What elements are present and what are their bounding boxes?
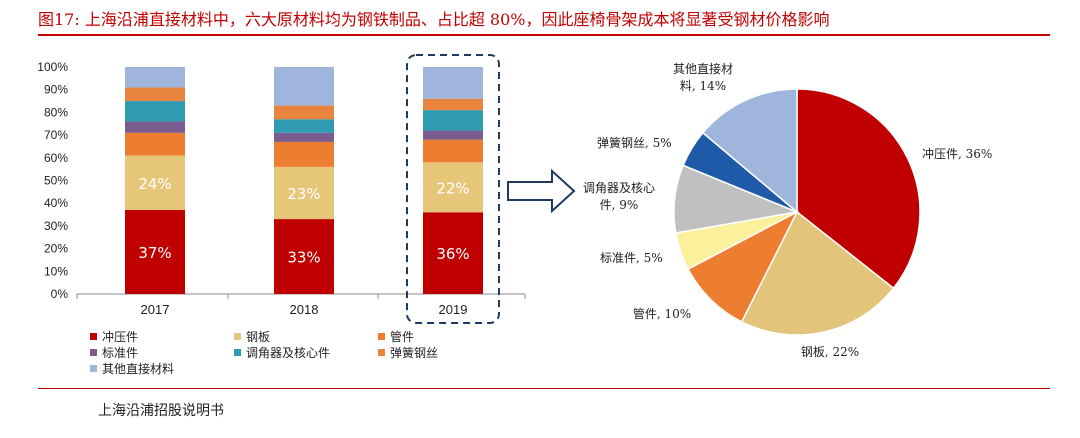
pie-slice-label: 调角器及核心	[583, 181, 655, 195]
bar-segment	[125, 67, 185, 88]
figure-source: 上海沿浦招股说明书	[98, 403, 224, 419]
y-tick-label: 90%	[44, 83, 68, 97]
pie-slice-label: 管件, 10%	[633, 306, 691, 321]
y-tick-label: 30%	[44, 219, 68, 233]
pie-slice-label: 料, 14%	[680, 79, 726, 93]
y-tick-label: 40%	[44, 196, 68, 210]
legend-label: 标准件	[102, 346, 138, 360]
y-tick-label: 0%	[51, 287, 69, 301]
bar-segment	[423, 67, 483, 99]
bar-segment	[423, 162, 483, 213]
bar-data-label: 23%	[287, 185, 320, 203]
pie-slice-label: 钢板, 22%	[801, 345, 859, 359]
footer-rule	[38, 388, 1050, 389]
bar-data-label: 22%	[436, 179, 469, 197]
bar-segment	[125, 210, 185, 294]
legend-swatch	[90, 333, 97, 340]
bar-data-label: 24%	[138, 175, 171, 193]
bar-segment	[274, 141, 334, 167]
y-tick-label: 80%	[44, 105, 68, 119]
legend-swatch	[234, 349, 241, 356]
bar-segment	[125, 155, 185, 211]
pie-slice-label: 标准件, 5%	[600, 251, 663, 265]
legend-label: 调角器及核心件	[246, 346, 330, 360]
y-tick-label: 10%	[44, 264, 68, 278]
legend-label: 弹簧钢丝	[390, 345, 438, 360]
bar-segment	[423, 110, 483, 131]
bar-segment	[125, 101, 185, 122]
y-tick-label: 70%	[44, 128, 68, 142]
legend-swatch	[234, 333, 241, 340]
pie-slice	[740, 210, 895, 336]
figure-title: 图17: 上海沿浦直接材料中，六大原材料均为钢铁制品、占比超 80%，因此座椅骨…	[38, 10, 830, 29]
bar-segment	[423, 212, 483, 294]
x-category-label: 2017	[141, 302, 170, 317]
x-category-label: 2018	[290, 302, 319, 317]
bar-segment	[274, 219, 334, 294]
y-tick-label: 20%	[44, 242, 68, 256]
pie-slice-label: 弹簧钢丝, 5%	[597, 135, 672, 150]
bar-segment	[423, 139, 483, 163]
bar-segment	[274, 166, 334, 220]
bar-segment	[423, 98, 483, 111]
pie-slice	[701, 88, 798, 214]
bar-segment	[423, 130, 483, 140]
bar-data-label: 33%	[287, 249, 320, 267]
pie-slice	[796, 88, 921, 290]
bar-segment	[274, 67, 334, 106]
bar-segment	[125, 121, 185, 133]
legend-swatch	[378, 333, 385, 340]
legend-swatch	[378, 349, 385, 356]
pie-slice-label: 其他直接材	[673, 61, 733, 76]
legend-label: 钢板	[246, 330, 270, 344]
bar-segment	[274, 105, 334, 120]
bar-segment	[274, 132, 334, 142]
bar-data-label: 36%	[436, 245, 469, 263]
arrow-shape	[507, 168, 576, 214]
x-category-label: 2019	[439, 302, 468, 317]
y-tick-label: 100%	[37, 60, 68, 74]
pie-slice	[687, 210, 799, 323]
legend-label: 冲压件	[102, 329, 138, 344]
y-tick-label: 60%	[44, 151, 68, 165]
legend-swatch	[90, 365, 97, 372]
legend-label: 管件	[390, 329, 414, 344]
highlight-box	[406, 54, 500, 324]
legend-swatch	[90, 349, 97, 356]
bar-data-label: 37%	[138, 244, 171, 262]
bar-segment	[125, 132, 185, 156]
bar-segment	[125, 87, 185, 102]
title-rule	[38, 34, 1050, 36]
pie-slice-label: 冲压件, 36%	[922, 146, 992, 161]
legend-label: 其他直接材料	[102, 361, 174, 376]
y-tick-label: 50%	[44, 174, 68, 188]
pie-slice-label: 件, 9%	[600, 198, 639, 212]
bar-segment	[274, 119, 334, 133]
